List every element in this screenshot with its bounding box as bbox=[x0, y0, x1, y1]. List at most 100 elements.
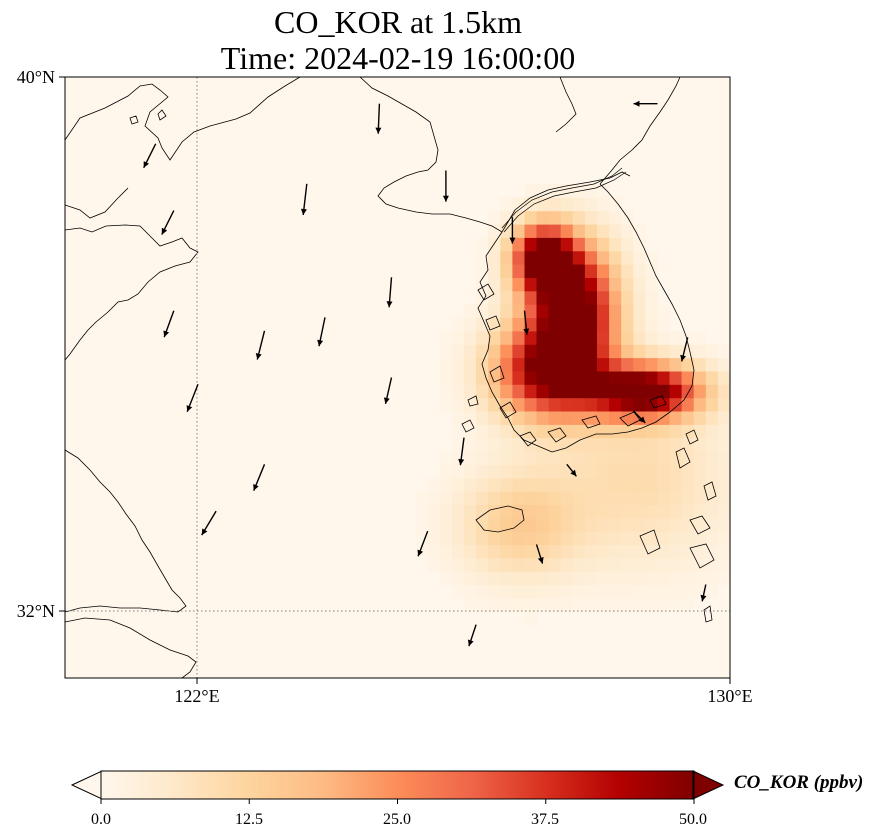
co-grid-cell bbox=[633, 491, 646, 505]
co-grid-cell bbox=[572, 197, 586, 212]
co-grid-cell bbox=[645, 597, 659, 612]
wind-arrow-head bbox=[700, 594, 707, 602]
co-grid-cell bbox=[476, 344, 489, 359]
co-grid-cell bbox=[657, 504, 671, 519]
co-grid-cell bbox=[476, 531, 489, 546]
co-grid-cell bbox=[645, 304, 659, 318]
co-grid-cell bbox=[451, 397, 465, 412]
co-grid-cell bbox=[560, 290, 574, 305]
co-grid-cell bbox=[633, 597, 646, 612]
co-grid-cell bbox=[633, 357, 646, 372]
co-grid-cell bbox=[645, 544, 659, 559]
co-grid-cell bbox=[633, 424, 646, 439]
co-grid-cell bbox=[476, 237, 489, 252]
co-grid-cell bbox=[488, 557, 501, 572]
co-grid-cell bbox=[524, 451, 538, 465]
co-grid-cell bbox=[584, 491, 598, 505]
wind-arrow-head bbox=[633, 100, 640, 107]
co-grid-cell bbox=[717, 384, 730, 399]
co-grid-cell bbox=[669, 384, 683, 399]
co-grid-cell bbox=[427, 544, 441, 559]
co-grid-cell bbox=[451, 410, 465, 425]
co-grid-cell bbox=[451, 370, 465, 385]
wind-arrow bbox=[201, 510, 217, 536]
co-grid-cell bbox=[548, 464, 562, 479]
co-grid-cell bbox=[464, 330, 477, 345]
co-grid-cell bbox=[512, 477, 526, 492]
co-grid-cell bbox=[548, 304, 562, 318]
co-grid-cell bbox=[584, 464, 598, 479]
co-grid-cell bbox=[609, 491, 622, 505]
co-grid-cell bbox=[705, 477, 719, 492]
co-grid-cell bbox=[512, 597, 526, 612]
co-grid-cell bbox=[645, 451, 659, 465]
co-grid-cell bbox=[536, 451, 550, 465]
chart-title-line-1: CO_KOR at 1.5km bbox=[274, 4, 522, 40]
co-grid-cell bbox=[488, 451, 501, 465]
co-grid-cell bbox=[451, 584, 465, 599]
co-grid-cell bbox=[633, 304, 646, 318]
co-grid-cell bbox=[500, 264, 513, 278]
co-grid-cell bbox=[584, 264, 598, 278]
co-grid-cell bbox=[512, 384, 526, 399]
co-grid-cell bbox=[717, 410, 730, 425]
co-grid-cell bbox=[645, 290, 659, 305]
wind-arrow bbox=[300, 183, 308, 216]
co-grid-cell bbox=[717, 531, 730, 546]
co-grid-cell bbox=[645, 384, 659, 399]
co-grid-cell bbox=[572, 330, 586, 345]
co-grid-cell bbox=[597, 384, 610, 399]
co-grid-cell bbox=[597, 237, 610, 252]
co-grid-cell bbox=[512, 304, 526, 318]
co-grid-cell bbox=[717, 344, 730, 359]
co-grid-cell bbox=[500, 504, 513, 519]
co-grid-cell bbox=[548, 344, 562, 359]
co-grid-cell bbox=[488, 384, 501, 399]
co-grid-cell bbox=[693, 531, 707, 546]
co-grid-cell bbox=[500, 517, 513, 532]
co-grid-cell bbox=[524, 210, 538, 225]
co-grid-cell bbox=[572, 304, 586, 318]
co-grid-cell bbox=[524, 197, 538, 212]
co-grid-cell bbox=[621, 584, 634, 599]
co-grid-cell bbox=[512, 451, 526, 465]
co-grid-cell bbox=[439, 384, 453, 399]
co-grid-cell bbox=[500, 597, 513, 612]
co-grid-cell bbox=[645, 517, 659, 532]
co-grid-cell bbox=[572, 237, 586, 252]
colorbar-extend-high bbox=[692, 770, 725, 800]
colorbar-tick-label-4: 50.0 bbox=[679, 811, 707, 828]
co-grid-cell bbox=[584, 277, 598, 292]
co-grid-cell bbox=[584, 584, 598, 599]
co-grid-cell bbox=[464, 451, 477, 465]
co-grid-cell bbox=[657, 384, 671, 399]
co-grid-cell bbox=[584, 571, 598, 586]
co-grid-cell bbox=[572, 571, 586, 586]
co-grid-cell bbox=[609, 424, 622, 439]
co-grid-cell bbox=[621, 344, 634, 359]
co-grid-cell bbox=[705, 410, 719, 425]
co-grid-cell bbox=[669, 397, 683, 412]
co-grid-cell bbox=[524, 250, 538, 265]
colorbar: 0.0 12.5 25.0 37.5 50.0 CO_KOR (ppbv) bbox=[70, 770, 863, 828]
co-grid-cell bbox=[536, 223, 550, 238]
co-grid-cell bbox=[488, 544, 501, 559]
co-grid-cell bbox=[536, 344, 550, 359]
co-grid-cell bbox=[609, 264, 622, 278]
co-grid-cell bbox=[621, 277, 634, 292]
co-grid-cell bbox=[572, 290, 586, 305]
co-grid-cell bbox=[584, 290, 598, 305]
co-grid-cell bbox=[512, 397, 526, 412]
co-grid-cell bbox=[451, 464, 465, 479]
co-grid-cell bbox=[548, 197, 562, 212]
co-grid-cell bbox=[609, 357, 622, 372]
wind-arrow bbox=[386, 277, 393, 308]
co-grid-cell bbox=[548, 584, 562, 599]
co-grid-cell bbox=[439, 531, 453, 546]
co-grid-cell bbox=[681, 584, 695, 599]
co-grid-cell bbox=[693, 491, 707, 505]
wind-arrow-head bbox=[570, 469, 577, 477]
co-grid-cell bbox=[621, 410, 634, 425]
co-grid-cell bbox=[669, 491, 683, 505]
co-grid-cell bbox=[476, 464, 489, 479]
